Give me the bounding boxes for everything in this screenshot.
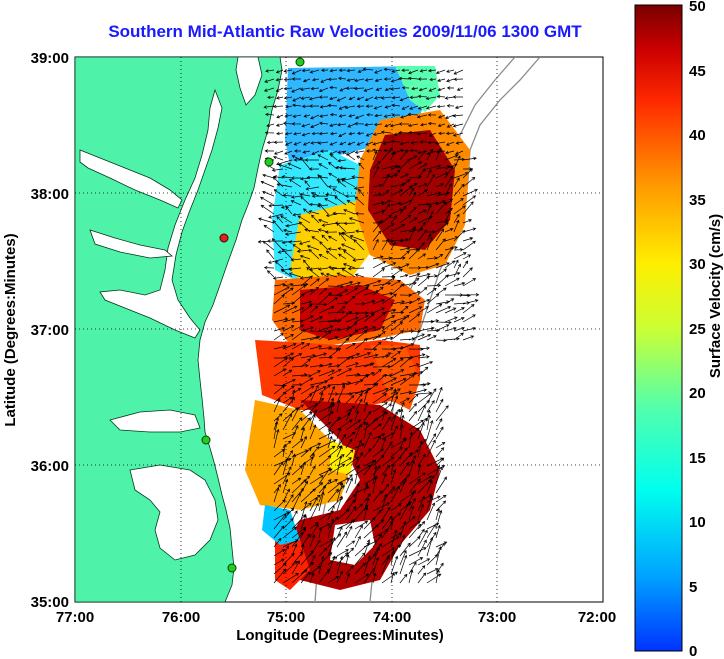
colorbar-tick-label: 50 — [689, 0, 706, 15]
velocity-arrow-set — [257, 67, 480, 584]
colorbar-tick-label: 25 — [689, 321, 706, 338]
chesapeake-bay — [99, 88, 223, 339]
y-tick-label: 38:00 — [31, 186, 69, 203]
colorbar-tick-label: 10 — [689, 514, 706, 531]
velocity-vectors — [257, 67, 480, 584]
colorbar-tick-label: 0 — [689, 643, 697, 659]
y-tick-label: 39:00 — [31, 50, 69, 67]
delaware-bay — [235, 57, 263, 106]
x-tick-label: 75:00 — [267, 609, 305, 626]
colorbar-label: Surface Velocity (cm/s) — [707, 214, 724, 378]
colorbar-tick-label: 40 — [689, 127, 706, 144]
x-tick-label: 74:00 — [373, 609, 411, 626]
y-tick-label: 36:00 — [31, 458, 69, 475]
x-tick-label: 73:00 — [478, 609, 516, 626]
station-marker — [219, 233, 229, 243]
x-tick-labels: 77:00 76:00 75:00 74:00 73:00 72:00 — [56, 609, 616, 626]
colorbar-tick-label: 5 — [689, 579, 697, 596]
colorbar — [634, 4, 683, 652]
x-axis-label: Longitude (Degrees:Minutes) — [236, 627, 444, 644]
map-title: Southern Mid-Atlantic Raw Velocities 200… — [108, 22, 582, 41]
y-tick-labels: 39:00 38:00 37:00 36:00 35:00 — [31, 50, 69, 611]
colorbar-tick-label: 30 — [689, 256, 706, 273]
x-tick-label: 76:00 — [162, 609, 200, 626]
station-marker — [295, 57, 305, 67]
station-marker — [201, 435, 211, 445]
station-marker — [264, 157, 274, 167]
y-tick-label: 37:00 — [31, 322, 69, 339]
y-tick-label: 35:00 — [31, 594, 69, 611]
colorbar-tick-labels: 50 45 40 35 30 25 20 15 10 5 0 — [689, 0, 706, 659]
colorbar-tick-label: 20 — [689, 385, 706, 402]
x-tick-label: 77:00 — [56, 609, 94, 626]
potomac-river — [79, 149, 183, 209]
colorbar-tick-label: 15 — [689, 450, 706, 467]
rappahannock-river — [89, 229, 173, 259]
station-marker — [227, 563, 237, 573]
y-axis-label: Latitude (Degrees:Minutes) — [2, 233, 19, 426]
graticule-grid — [75, 57, 603, 602]
x-tick-label: 72:00 — [578, 609, 616, 626]
albemarle-sound — [109, 409, 201, 433]
colorbar-tick-label: 35 — [689, 192, 706, 209]
colorbar-tick-label: 45 — [689, 63, 706, 80]
pamlico-sound — [129, 464, 219, 561]
